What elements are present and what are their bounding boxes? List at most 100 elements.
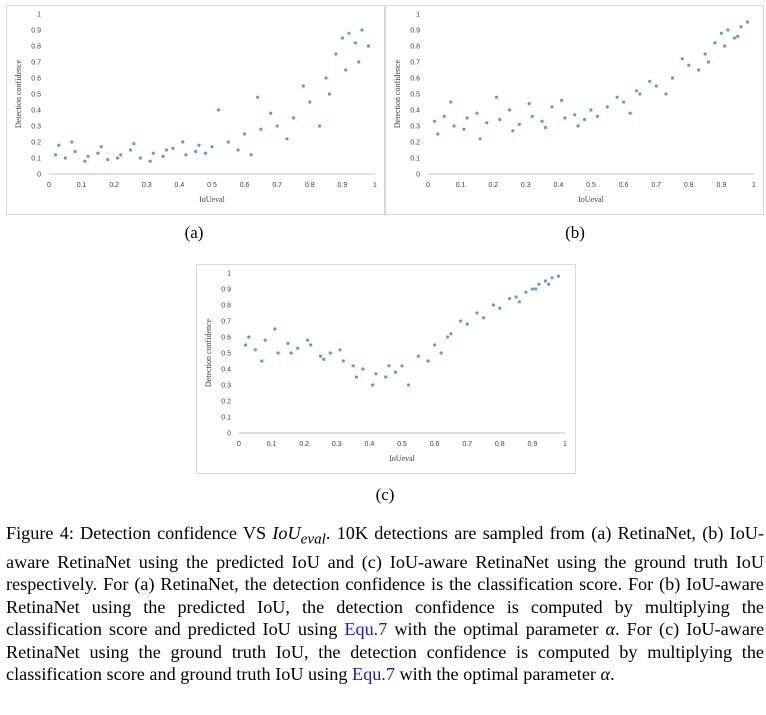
data-point: [475, 111, 479, 115]
data-point: [148, 159, 152, 163]
caption-text-4: with the optimal parameter: [399, 664, 596, 685]
sublabel-a: (a): [184, 223, 204, 242]
data-point: [635, 89, 639, 93]
x-tick-label: 0.3: [142, 182, 152, 189]
data-point: [203, 151, 208, 155]
y-tick-label: 0.8: [31, 44, 41, 51]
data-point: [296, 346, 300, 350]
y-tick-label: 0.3: [221, 383, 231, 390]
data-point: [334, 52, 338, 56]
scatter-plot-a: 0 0.1 0.2 0.3 0.4 0.5 0.6 0.7 0.8 0.9 1 0 0.1 0.2 0.3 0…: [14, 12, 377, 205]
data-point: [338, 348, 342, 352]
data-point: [550, 276, 554, 280]
data-point: [309, 343, 313, 347]
data-point: [475, 311, 479, 315]
data-point: [537, 282, 541, 286]
data-point: [361, 367, 365, 371]
data-point: [57, 143, 61, 147]
data-point: [530, 287, 534, 291]
y-tick-label: 1: [416, 12, 420, 19]
x-tick-label: 0.3: [332, 441, 342, 448]
data-point: [498, 306, 502, 310]
y-tick-label: 0.2: [31, 140, 41, 147]
y-tick-label: 0.3: [31, 124, 41, 131]
data-point: [589, 108, 593, 112]
data-point: [318, 124, 322, 128]
x-tick-label: 0.1: [267, 441, 277, 448]
y-tick-label: 0: [227, 431, 231, 438]
data-point: [615, 95, 619, 99]
x-tick-label: 0.8: [495, 441, 505, 448]
data-point: [115, 156, 120, 160]
data-point: [530, 114, 534, 118]
data-point: [494, 95, 499, 99]
y-tick-label: 0.7: [31, 60, 41, 67]
data-point: [371, 383, 375, 387]
data-point: [106, 158, 110, 162]
data-point: [573, 113, 577, 117]
data-point: [387, 364, 391, 368]
data-point: [719, 31, 723, 35]
data-point: [269, 111, 273, 115]
x-tick-label: 1: [373, 182, 377, 189]
x-tick-label: 0.9: [528, 441, 538, 448]
data-point: [73, 150, 77, 154]
data-point: [514, 295, 518, 299]
data-point: [540, 119, 544, 123]
data-point: [560, 98, 564, 102]
x-tick-label: 0.4: [554, 182, 564, 189]
data-point: [194, 150, 198, 154]
data-point: [99, 145, 103, 149]
x-tick-label: 0: [47, 182, 51, 189]
data-point: [253, 348, 257, 352]
data-point: [436, 132, 440, 136]
data-point: [582, 118, 587, 122]
data-point: [96, 151, 100, 155]
data-point: [236, 148, 240, 152]
data-point: [354, 375, 358, 379]
data-point: [478, 137, 482, 141]
data-point: [70, 140, 74, 144]
data-point: [308, 100, 312, 104]
chart-panel-c: 0 0.1 0.2 0.3 0.4 0.5 0.6 0.7 0.8 0.9 1 0 0.1 0.2 0.3 0…: [196, 264, 576, 474]
caption-text-3: . For (c) IoU-aware RetinaNet using the …: [6, 619, 765, 685]
y-tick-label: 0.1: [31, 156, 41, 163]
caption-text-5: .: [610, 664, 615, 685]
y-tick-label: 0.5: [221, 351, 231, 358]
data-point: [527, 102, 531, 106]
chart-panel-b: 0 0.1 0.2 0.3 0.4 0.5 0.6 0.7 0.8 0.9 1 0 0.1 0.2 0.3 0…: [385, 5, 764, 215]
data-point: [439, 351, 443, 355]
data-point: [151, 151, 155, 155]
data-point: [697, 68, 701, 72]
data-point: [366, 44, 371, 48]
data-point: [243, 132, 247, 136]
data-points: [243, 274, 561, 387]
y-tick-label: 0.2: [221, 399, 231, 406]
caption-title: Detection confidence VS: [80, 523, 267, 543]
data-point: [393, 370, 398, 374]
y-tick-label: 0.6: [31, 76, 41, 83]
y-tick-label: 0.5: [410, 92, 420, 99]
data-point: [638, 92, 642, 96]
y-tick-label: 0.8: [221, 303, 231, 310]
data-point: [276, 351, 280, 355]
y-axis-label: Detection confidence: [393, 59, 402, 128]
equation-link-2[interactable]: Equ.7: [352, 664, 395, 685]
x-tick-label: 1: [752, 182, 756, 189]
equation-link-1[interactable]: Equ.7: [344, 619, 388, 640]
y-axis-label: Detection confidence: [204, 318, 213, 387]
x-tick-label: 1: [563, 441, 567, 448]
data-point: [259, 127, 263, 131]
x-tick-label: 0.5: [397, 441, 407, 448]
x-tick-label: 0.2: [109, 182, 119, 189]
data-point: [171, 146, 175, 150]
x-axis-label: IoUeval: [578, 195, 605, 204]
x-tick-label: 0.6: [240, 182, 250, 189]
data-point: [341, 359, 345, 363]
x-tick-label: 0.5: [207, 182, 217, 189]
y-axis-label: Detection confidence: [14, 59, 23, 128]
x-tick-label: 0: [237, 441, 241, 448]
data-point: [273, 327, 277, 331]
y-tick-label: 0.1: [221, 415, 231, 422]
chart-panel-a: 0 0.1 0.2 0.3 0.4 0.5 0.6 0.7 0.8 0.9 1 0 0.1 0.2 0.3 0…: [6, 5, 385, 215]
